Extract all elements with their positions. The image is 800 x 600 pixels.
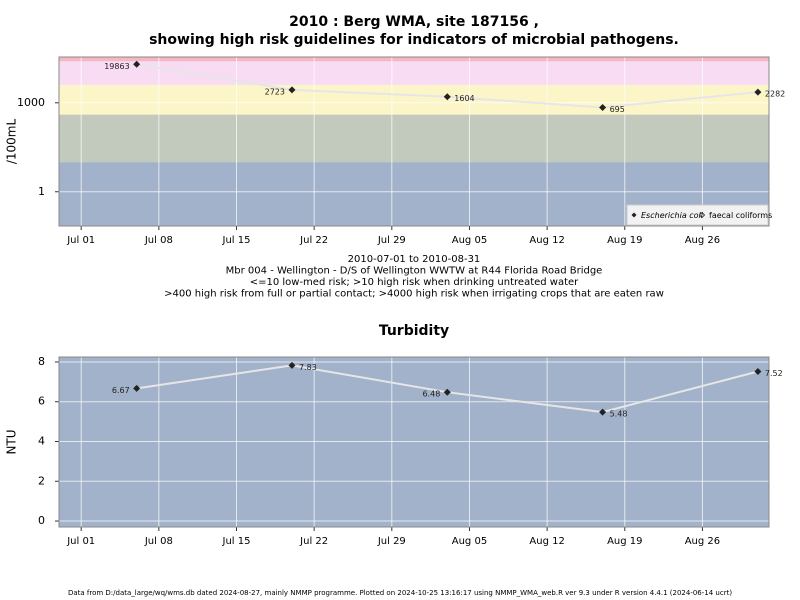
y-tick-label: 1000 bbox=[17, 96, 45, 109]
x-tick-label: Jul 22 bbox=[299, 235, 328, 246]
x-tick-label: Jul 08 bbox=[144, 235, 173, 246]
x-tick-label: Aug 05 bbox=[452, 536, 487, 547]
legend-label: faecal coliforms bbox=[709, 211, 772, 220]
y-tick-label: 0 bbox=[38, 514, 45, 527]
data-point bbox=[133, 384, 141, 392]
legend-marker bbox=[631, 212, 637, 218]
subtitle: Mbr 004 - Wellington - D/S of Wellington… bbox=[226, 266, 603, 277]
legend-label: Escherichia coli bbox=[641, 211, 704, 220]
legend-box bbox=[626, 204, 769, 226]
risk-band bbox=[59, 84, 769, 115]
x-tick-label: Aug 26 bbox=[685, 235, 720, 246]
chart-title: showing high risk guidelines for indicat… bbox=[149, 32, 679, 48]
x-tick-label: Jul 08 bbox=[144, 536, 173, 547]
risk-band bbox=[59, 57, 769, 62]
value-label: 7.83 bbox=[299, 363, 317, 372]
value-label: 2723 bbox=[265, 87, 285, 96]
value-label: 6.67 bbox=[112, 386, 130, 395]
value-label: 695 bbox=[610, 105, 625, 114]
plot-frame bbox=[58, 56, 770, 227]
value-label: 19863 bbox=[104, 62, 129, 71]
x-tick-label: Aug 19 bbox=[607, 235, 642, 246]
value-label: 1604 bbox=[454, 94, 474, 103]
risk-band bbox=[59, 61, 769, 85]
x-tick-label: Aug 26 bbox=[685, 536, 720, 547]
data-point bbox=[754, 88, 762, 96]
y-axis-title: NTU bbox=[5, 429, 19, 454]
subtitle: >400 high risk from full or partial cont… bbox=[164, 289, 664, 300]
x-tick-label: Aug 05 bbox=[452, 235, 487, 246]
y-tick-label: 4 bbox=[38, 435, 45, 448]
chart-title: Turbidity bbox=[379, 323, 449, 339]
value-label: 5.48 bbox=[610, 410, 628, 419]
x-tick-label: Jul 15 bbox=[222, 536, 251, 547]
data-point bbox=[754, 368, 762, 376]
value-label: 2282 bbox=[765, 90, 785, 99]
y-tick-label: 1 bbox=[38, 185, 45, 198]
x-tick-label: Jul 29 bbox=[377, 235, 406, 246]
x-tick-label: Jul 29 bbox=[377, 536, 406, 547]
chart-title: 2010 : Berg WMA, site 187156 , bbox=[289, 14, 539, 30]
x-tick-label: Jul 01 bbox=[66, 536, 95, 547]
x-tick-label: Jul 01 bbox=[66, 235, 95, 246]
value-label: 7.52 bbox=[765, 369, 783, 378]
x-tick-label: Aug 19 bbox=[607, 536, 642, 547]
legend-marker bbox=[698, 211, 706, 219]
subtitle: <=10 low-med risk; >10 high risk when dr… bbox=[250, 277, 579, 288]
y-axis-title: /100mL bbox=[5, 119, 19, 165]
x-tick-label: Aug 12 bbox=[529, 235, 564, 246]
data-point bbox=[133, 60, 141, 68]
plot-frame bbox=[58, 356, 770, 528]
data-point bbox=[443, 93, 451, 101]
data-point bbox=[288, 86, 296, 94]
data-point bbox=[599, 408, 607, 416]
x-tick-label: Jul 15 bbox=[222, 235, 251, 246]
y-tick-label: 2 bbox=[38, 474, 45, 487]
value-label: 6.48 bbox=[422, 390, 440, 399]
data-point bbox=[599, 103, 607, 111]
x-tick-label: Aug 12 bbox=[529, 536, 564, 547]
data-point bbox=[443, 388, 451, 396]
data-point bbox=[288, 361, 296, 369]
y-tick-label: 6 bbox=[38, 395, 45, 408]
subtitle: 2010-07-01 to 2010-08-31 bbox=[348, 254, 481, 265]
y-tick-label: 8 bbox=[38, 355, 45, 368]
risk-band bbox=[59, 114, 769, 163]
footer: Data from D:/data_large/wq/wms.db dated … bbox=[68, 589, 732, 597]
x-tick-label: Jul 22 bbox=[299, 536, 328, 547]
